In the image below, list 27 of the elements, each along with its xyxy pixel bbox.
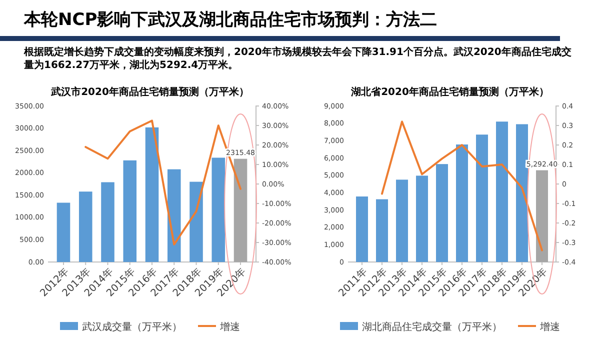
legend-label: 武汉成交量（万平米） [82,321,182,333]
bar [190,182,203,262]
chart-title: 武汉市2020年商品住宅销量预测（万平米） [50,86,249,98]
bar [436,164,448,262]
bar [56,202,70,262]
legend-label: 增速 [539,321,560,333]
bar [396,180,408,262]
bar [476,134,488,262]
chart-title: 湖北省2020年商品住宅销量预测（万平米） [350,86,549,98]
bar [416,176,428,262]
legend-label: 增速 [219,321,240,333]
bar [212,158,226,262]
bar [123,160,137,262]
bar [145,127,159,262]
legend-label: 湖北商品住宅成交量（万平米） [362,321,502,333]
bar [167,169,181,262]
bar [376,199,388,262]
bar [496,122,508,262]
bar [234,158,248,262]
bar [536,170,548,262]
bar [78,192,92,262]
bar [516,124,528,262]
text: 本轮NCP影响下武汉及湖北商品住宅市场预判：方法二 [24,9,438,31]
bar [356,196,368,262]
text: 根据既定增长趋势下成交量的变动幅度来预判，2020年市场规模较去年会下降31.91个百分点。武汉2020年商品住宅成交量为1662.27万平米，湖北为5292.4万平米。 [24,46,572,72]
bar [101,182,114,262]
bar [456,144,468,262]
